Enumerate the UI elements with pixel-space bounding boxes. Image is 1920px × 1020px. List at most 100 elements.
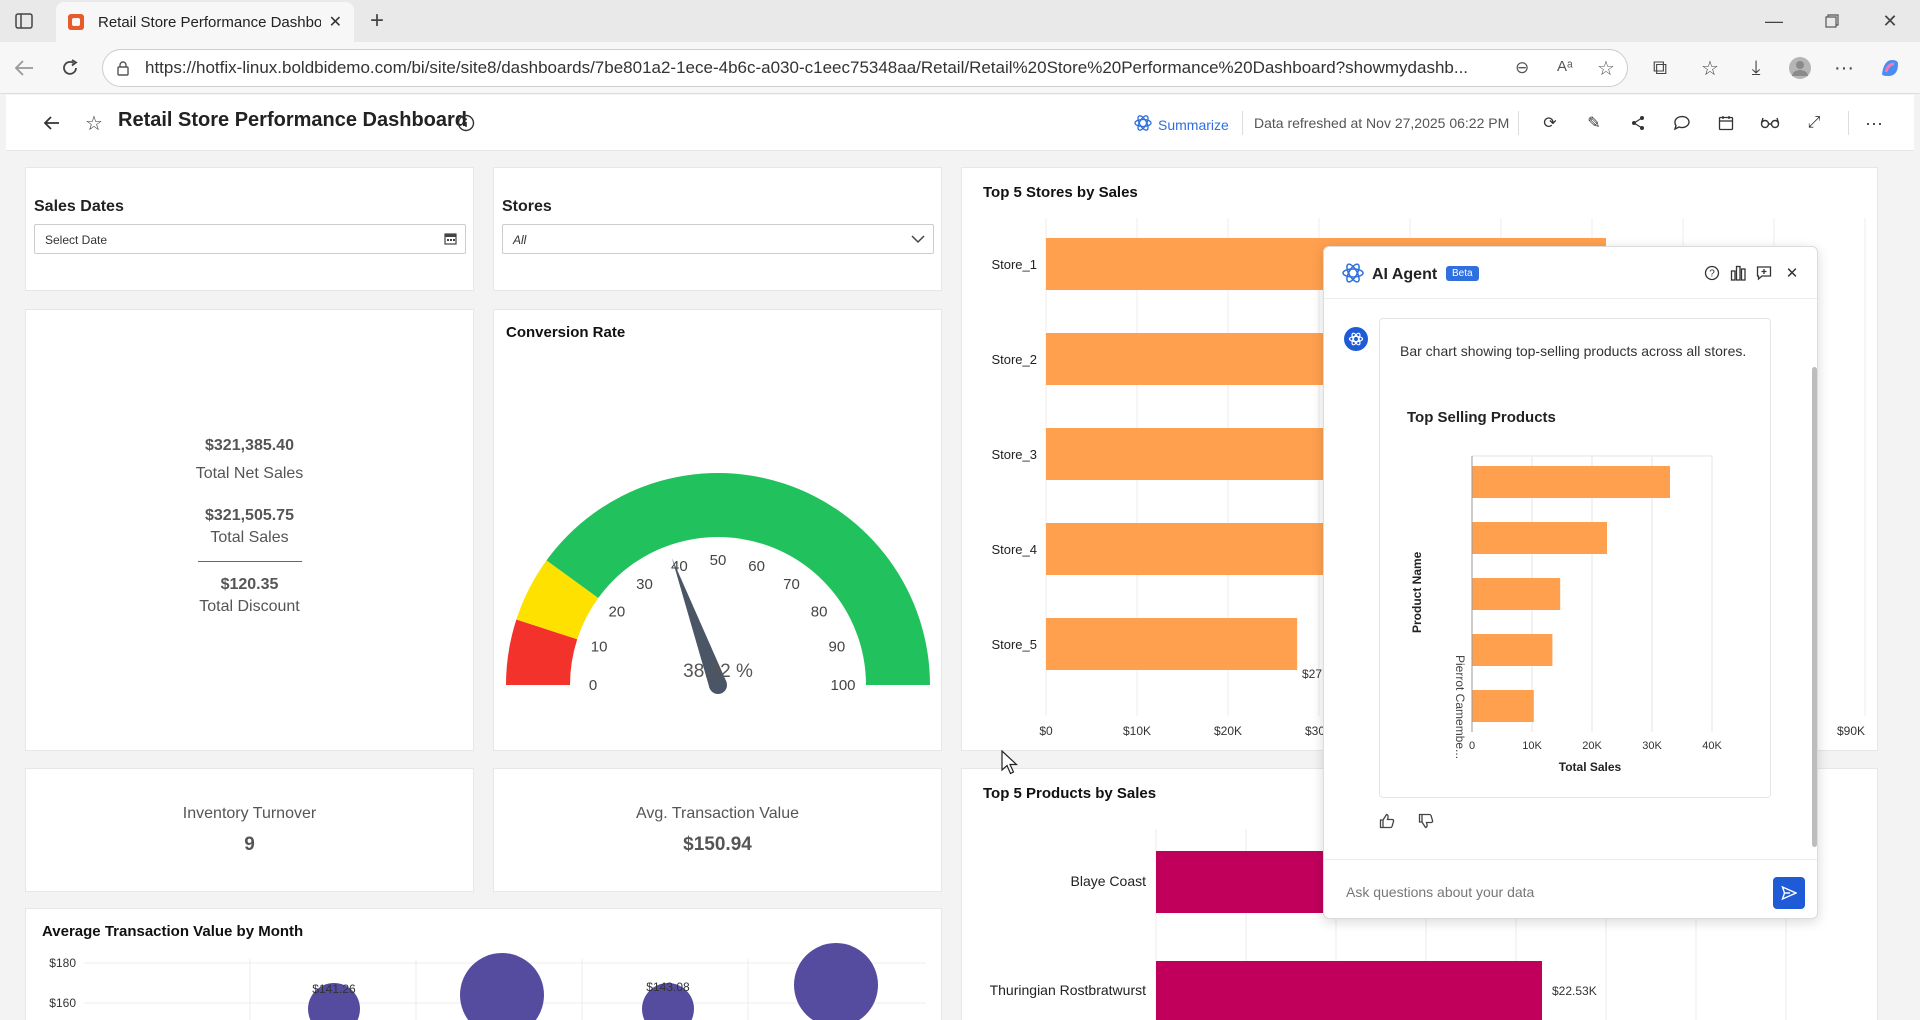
data-label: $143.08 (646, 980, 690, 994)
top-stores-title: Top 5 Stores by Sales (983, 184, 1138, 201)
new-chat-icon[interactable] (1752, 261, 1776, 285)
browser-tab-active[interactable]: Retail Store Performance Dashboard ✕ (56, 2, 354, 42)
ai-sparkle-icon (1134, 114, 1152, 135)
summarize-label: Summarize (1158, 116, 1229, 133)
minimize-window-icon[interactable]: — (1765, 10, 1783, 31)
ai-agent-logo-icon (1342, 262, 1364, 289)
favorite-star-icon[interactable]: ☆ (1597, 58, 1615, 80)
x-tick-label: $10K (1123, 724, 1151, 738)
sales-dates-label: Sales Dates (34, 198, 124, 215)
back-arrow-icon[interactable] (38, 109, 66, 137)
url-field[interactable]: https://hotfix-linux.boldbidemo.com/bi/s… (102, 49, 1628, 87)
data-bubble[interactable] (642, 983, 694, 1020)
favorites-icon[interactable]: ☆ (1701, 57, 1719, 80)
downloads-icon[interactable]: ⤓ (1751, 56, 1761, 79)
top-products-title: Top 5 Products by Sales (983, 785, 1157, 802)
ai-panel-scrollbar[interactable] (1812, 367, 1817, 847)
view-glasses-icon[interactable] (1756, 109, 1784, 137)
back-arrow-icon[interactable] (10, 54, 38, 82)
refresh-icon[interactable]: ⟳ (1543, 115, 1557, 132)
avg-transaction-month-chart: $180 $160 $141.26 $143.08 (49, 943, 926, 1020)
more-options-icon[interactable]: ··· (1865, 112, 1883, 133)
sidebar-toggle-icon[interactable] (12, 10, 36, 32)
divider (1848, 111, 1849, 135)
date-picker-placeholder: Select Date (45, 233, 108, 247)
gauge-hub (709, 676, 727, 694)
share-icon[interactable] (1624, 109, 1652, 137)
x-tick-label: $90K (1837, 724, 1865, 738)
calendar-icon[interactable] (444, 232, 457, 248)
conversion-rate-title: Conversion Rate (506, 324, 626, 341)
mini-chart-title: Top Selling Products (1407, 409, 1556, 426)
data-bubble[interactable] (308, 983, 360, 1020)
stores-label: Stores (502, 198, 552, 215)
inventory-turnover-label: Inventory Turnover (182, 805, 317, 822)
data-refreshed-text: Data refreshed at Nov 27,2025 06:22 PM (1254, 115, 1510, 131)
gauge-tick-label: 20 (609, 604, 626, 621)
app-favicon-icon (68, 14, 84, 30)
bar-thuringian-rostbratwurst[interactable] (1156, 961, 1542, 1020)
chart-type-icon[interactable] (1726, 261, 1750, 285)
summarize-button[interactable]: Summarize (1134, 114, 1229, 135)
info-icon[interactable] (452, 109, 480, 137)
mini-bar[interactable] (1472, 466, 1670, 498)
close-icon[interactable]: ✕ (1785, 265, 1799, 282)
refresh-icon[interactable] (56, 54, 84, 82)
help-icon[interactable]: ? (1700, 261, 1724, 285)
favorite-star-icon[interactable]: ☆ (85, 112, 103, 135)
schedule-icon[interactable] (1712, 109, 1740, 137)
copilot-icon[interactable] (1876, 54, 1904, 82)
fullscreen-icon[interactable]: ⤢ (1807, 114, 1821, 131)
ai-response-bubble: Bar chart showing top-selling products a… (1379, 318, 1771, 798)
edit-pencil-icon[interactable]: ✎ (1587, 115, 1601, 132)
extensions-icon[interactable]: ⧉ (1652, 56, 1668, 79)
gauge-band (546, 472, 930, 685)
mini-bar[interactable] (1472, 578, 1561, 610)
restore-window-icon[interactable] (1820, 10, 1844, 32)
dashboard-title: Retail Store Performance Dashboard (118, 109, 467, 131)
discount-value: $120.35 (220, 576, 279, 593)
new-tab-icon[interactable]: + (369, 7, 384, 34)
read-aloud-icon[interactable]: Aᵃ (1557, 58, 1573, 75)
site-info-icon[interactable] (115, 60, 131, 81)
date-picker-input[interactable]: Select Date (34, 224, 466, 254)
category-label: Store_4 (991, 542, 1037, 557)
gauge-value-label: 38.92 % (683, 661, 753, 682)
ai-question-input[interactable]: Ask questions about your data (1324, 859, 1817, 919)
mini-bar[interactable] (1472, 690, 1534, 722)
gauge-tick-label: 70 (783, 576, 800, 593)
close-tab-icon[interactable]: ✕ (328, 14, 342, 31)
mini-bar[interactable] (1472, 634, 1553, 666)
data-bubble[interactable] (794, 943, 878, 1020)
top-selling-products-chart: Top Selling Products 0 10K 20K 30K 40K Produ… (1407, 409, 1722, 774)
net-sales-value: $321,385.40 (205, 437, 294, 454)
category-label: Store_1 (991, 257, 1037, 272)
comment-icon[interactable] (1668, 109, 1696, 137)
inventory-turnover-value: 9 (244, 834, 255, 855)
x-tick-label: $20K (1214, 724, 1242, 738)
thumbs-down-icon[interactable] (1418, 813, 1434, 834)
gauge-band (516, 560, 599, 640)
thumbs-up-icon[interactable] (1379, 813, 1395, 834)
y-tick-label: $160 (49, 996, 76, 1010)
close-window-icon[interactable]: ✕ (1882, 10, 1898, 31)
zoom-icon[interactable]: ⊖ (1515, 58, 1530, 77)
url-text: https://hotfix-linux.boldbidemo.com/bi/s… (145, 58, 1469, 77)
mini-bar[interactable] (1472, 522, 1607, 554)
data-bubble[interactable] (460, 953, 544, 1020)
dashboard-header: ☆ Retail Store Performance Dashboard Sum… (6, 95, 1914, 151)
ai-response-text: Bar chart showing top-selling products a… (1400, 343, 1747, 359)
avg-transaction-month-card: Average Transaction Value by Month $180 … (25, 908, 942, 1020)
beta-badge: Beta (1446, 266, 1479, 281)
x-tick-label: $0 (1039, 724, 1053, 738)
sales-dates-filter-card: Sales Dates Select Date (25, 167, 474, 291)
stores-dropdown[interactable]: All (502, 224, 934, 254)
profile-avatar-icon[interactable] (1786, 54, 1814, 82)
avg-transaction-card: Avg. Transaction Value $150.94 (493, 768, 942, 892)
more-options-icon[interactable]: ··· (1834, 56, 1854, 79)
chevron-down-icon[interactable] (911, 233, 925, 247)
gauge-tick-label: 50 (710, 552, 727, 569)
bar-store-5[interactable] (1046, 618, 1298, 670)
send-button[interactable] (1773, 877, 1805, 909)
avg-transaction-label: Avg. Transaction Value (635, 805, 800, 822)
